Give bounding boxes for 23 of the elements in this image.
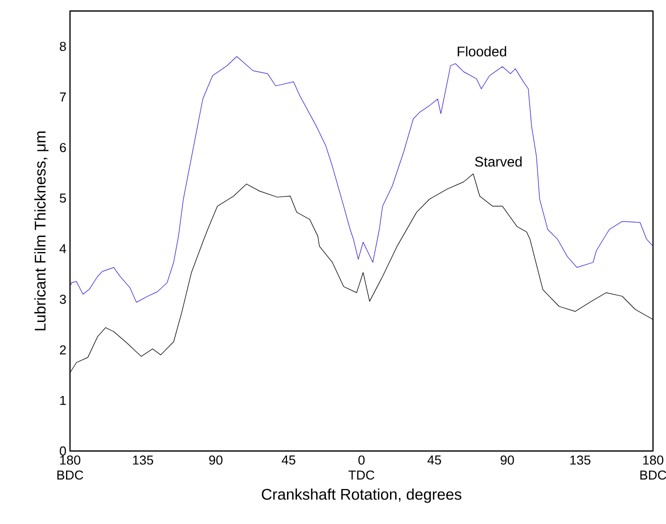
y-tick-label: 3: [60, 294, 66, 304]
line-series: [70, 56, 654, 303]
y-tick-label: 6: [60, 142, 66, 152]
x-tick-label: 90: [500, 456, 514, 465]
y-tick-label: 7: [60, 92, 66, 102]
x-tick-label: 45: [427, 456, 442, 465]
y-axis-title: Lubricant Film Thickness, μm: [34, 131, 48, 330]
y-tick-label: 0: [60, 446, 66, 456]
x-tick-label: 180 BDC: [640, 456, 666, 480]
y-tick-label: 2: [60, 345, 66, 354]
series-label: Starved: [475, 156, 522, 167]
x-axis-title: Crankshaft Rotation, degrees: [262, 488, 462, 503]
y-tick-label: 4: [60, 244, 66, 254]
x-tick-label: 180 BDC: [57, 456, 84, 480]
x-tick-label: 135: [133, 456, 154, 465]
x-tick-label: 0 TDC: [348, 456, 374, 480]
y-tick-label: 1: [60, 396, 66, 405]
y-tick-label: 8: [60, 42, 66, 51]
y-tick-label: 5: [60, 194, 66, 203]
x-tick-label: 135: [570, 456, 590, 465]
x-tick-label: 90: [209, 456, 222, 465]
x-tick-label: 45: [282, 456, 296, 465]
series-label: Flooded: [458, 46, 506, 56]
